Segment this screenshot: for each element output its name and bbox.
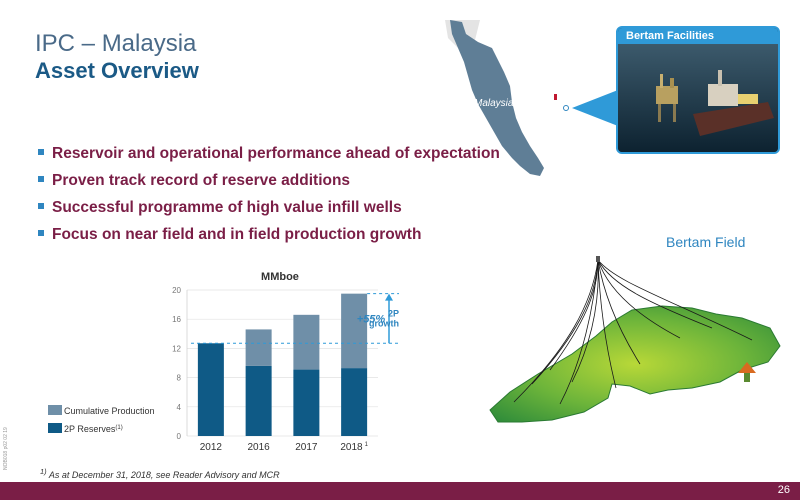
bullet-item: Successful programme of high value infil… xyxy=(38,198,500,225)
bullet-item: Proven track record of reserve additions xyxy=(38,171,500,198)
bullet-list: Reservoir and operational performance ah… xyxy=(38,144,500,252)
bar-cumulative-2017 xyxy=(293,314,320,370)
x-tick-superscript: 1 xyxy=(365,442,369,448)
chart-title: MMboe xyxy=(261,271,299,283)
legend-label-cumulative: Cumulative Production xyxy=(64,406,155,416)
footnote: 1) As at December 31, 2018, see Reader A… xyxy=(40,467,280,480)
y-tick-label: 16 xyxy=(172,315,181,324)
y-tick-label: 12 xyxy=(172,344,181,353)
bullet-text: Reservoir and operational performance ah… xyxy=(52,145,500,162)
footnote-marker: 1) xyxy=(40,467,47,476)
chart-bars xyxy=(197,293,368,436)
photo-title: Bertam Facilities xyxy=(618,28,778,44)
field-title: Bertam Field xyxy=(666,234,746,250)
x-tick-label: 2018 1 xyxy=(340,442,368,453)
y-axis-ticks: 0 4 8 12 16 20 xyxy=(172,286,181,441)
x-tick-label: 2016 xyxy=(248,442,271,453)
bullet-item: Reservoir and operational performance ah… xyxy=(38,144,500,171)
platform-marker xyxy=(596,256,600,262)
x-tick-label: 2017 xyxy=(295,442,318,453)
field-location-marker xyxy=(554,94,557,100)
bullet-text: Proven track record of reserve additions xyxy=(52,172,351,189)
legend-swatch-cumulative xyxy=(48,405,62,415)
field-location-circle-icon xyxy=(563,105,569,111)
legend-swatch-reserves xyxy=(48,423,62,433)
bullet-square-icon xyxy=(38,175,44,182)
legend-label-reserves: 2P Reserves(1) xyxy=(64,424,123,434)
reservoir-shape xyxy=(489,305,781,423)
malaysia-map: Malaysia xyxy=(445,20,618,176)
platform-photo-icon xyxy=(618,44,778,152)
mmboe-chart: MMboe 0 4 8 12 16 20 2012 2016 2017 2018 1 +55% 2… xyxy=(48,271,399,453)
bullet-square-icon xyxy=(38,202,44,209)
bar-reserves-2018 xyxy=(341,368,368,436)
y-tick-label: 4 xyxy=(177,403,182,412)
callout-pointer xyxy=(572,90,618,126)
growth-label-text: 2P xyxy=(388,308,399,318)
bullet-text: Focus on near field and in field product… xyxy=(52,226,422,243)
page-title: IPC – Malaysia xyxy=(35,30,197,57)
bertam-field-map xyxy=(489,256,781,423)
growth-percent: +55% xyxy=(357,313,386,325)
page-subtitle: Asset Overview xyxy=(35,58,199,83)
bullet-text: Successful programme of high value infil… xyxy=(52,199,402,216)
y-tick-label: 8 xyxy=(177,374,182,383)
y-tick-label: 0 xyxy=(177,432,182,441)
x-tick-label: 2012 xyxy=(200,442,223,453)
legend-label-reserves-sup: (1) xyxy=(115,425,122,431)
x-axis-ticks: 2012 2016 2017 2018 1 xyxy=(200,442,369,453)
footnote-text: As at December 31, 2018, see Reader Advi… xyxy=(48,470,280,480)
bar-cumulative-2016 xyxy=(245,329,272,366)
bar-cumulative-2018 xyxy=(341,293,368,369)
bar-reserves-2012 xyxy=(197,343,224,436)
peninsula-shape xyxy=(450,20,544,176)
y-tick-label: 20 xyxy=(172,286,181,295)
bullet-item: Focus on near field and in field product… xyxy=(38,225,500,252)
chart-legend: Cumulative Production 2P Reserves(1) xyxy=(48,405,155,434)
legend-label-reserves-text: 2P Reserves xyxy=(64,424,116,434)
growth-arrowhead-icon xyxy=(385,293,393,301)
footer-bar: 26 xyxy=(0,482,800,500)
bullet-square-icon xyxy=(38,229,44,236)
document-code: NOB018 p02 02 19 xyxy=(3,427,9,470)
page-number: 26 xyxy=(777,484,790,496)
well-paths xyxy=(513,259,753,405)
bar-reserves-2017 xyxy=(293,369,320,436)
growth-label-text: growth xyxy=(369,318,399,328)
bullet-square-icon xyxy=(38,148,44,155)
bertam-facilities-photo: Bertam Facilities xyxy=(616,26,780,154)
growth-label: 2P growth xyxy=(369,308,399,328)
bar-reserves-2016 xyxy=(245,365,272,436)
north-arrow-icon xyxy=(738,362,756,382)
map-label: Malaysia xyxy=(474,98,514,109)
